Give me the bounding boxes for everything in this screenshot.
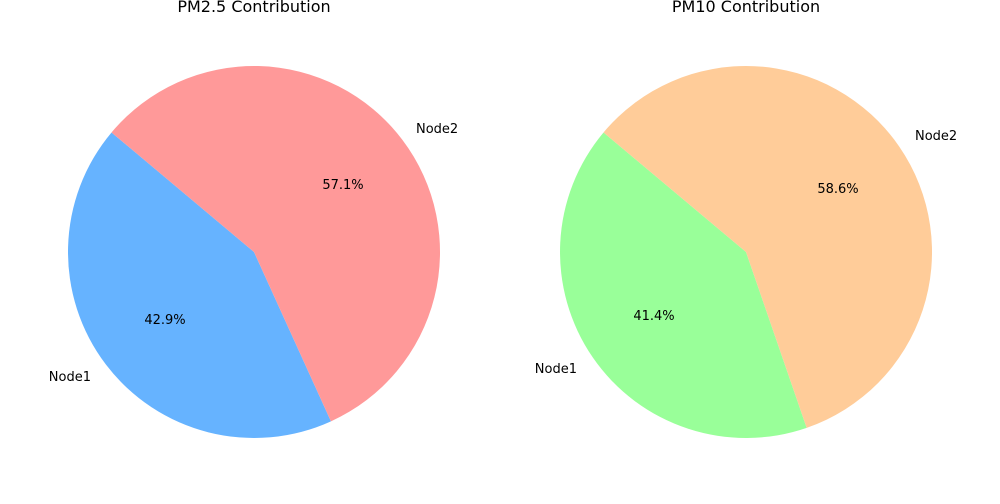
slice-percent-label: 57.1% <box>322 178 363 193</box>
chart-title-1: PM2.5 Contribution <box>177 0 330 16</box>
slice-category-label: Node2 <box>416 122 458 137</box>
chart-title-2: PM10 Contribution <box>672 0 820 16</box>
pie-slice-node1 <box>68 132 331 438</box>
pie-slice-node2 <box>111 65 441 422</box>
slice-category-label: Node1 <box>535 362 577 377</box>
pie-slices-1 <box>68 65 441 438</box>
pie-slice-node2 <box>603 65 933 428</box>
pie-chart-1: PM2.5 Contribution Node1 Node2 42.9% 57.… <box>49 0 458 438</box>
slice-category-label: Node2 <box>915 129 957 144</box>
slice-percent-label: 58.6% <box>817 182 858 197</box>
slice-percent-label: 42.9% <box>144 313 185 328</box>
pie-slices-2 <box>560 65 933 438</box>
pie-chart-2: PM10 Contribution Node1 Node2 41.4% 58.6… <box>535 0 957 438</box>
pie-slice-node1 <box>560 132 807 438</box>
slice-category-label: Node1 <box>49 370 91 385</box>
slice-percent-label: 41.4% <box>633 309 674 324</box>
